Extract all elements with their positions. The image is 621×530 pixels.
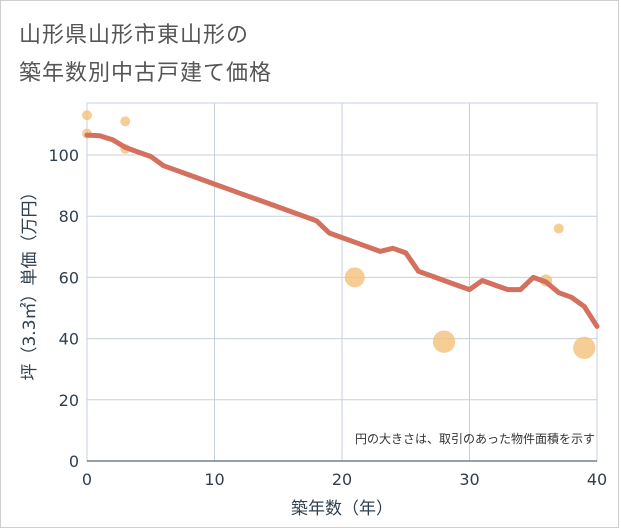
line-layer xyxy=(84,132,600,329)
x-tick-label: 0 xyxy=(82,470,92,489)
tick-labels: 0 10 20 30 40 0 20 40 60 80 100 xyxy=(48,146,607,489)
bubble-point xyxy=(120,116,131,127)
x-tick-label: 30 xyxy=(459,470,479,489)
y-tick-label: 80 xyxy=(59,207,79,226)
x-tick-label: 20 xyxy=(332,470,352,489)
bubble-point xyxy=(573,336,596,359)
bubble-size-note: 円の大きさは、取引のあった物件面積を示す xyxy=(355,431,595,446)
y-tick-label: 100 xyxy=(48,146,79,165)
bubble-point xyxy=(553,223,564,234)
y-axis-label: 坪（3.3㎡）単価（万円） xyxy=(20,183,40,380)
bubble-point xyxy=(82,110,92,121)
y-tick-label: 40 xyxy=(59,330,79,349)
y-tick-label: 0 xyxy=(69,452,79,471)
grid-lines xyxy=(87,103,597,462)
y-tick-label: 60 xyxy=(59,268,79,287)
chart-title-line-2: 築年数別中古戸建て価格 xyxy=(19,61,273,86)
bubble-point xyxy=(432,330,456,353)
price-trend-line xyxy=(84,132,600,329)
bubble-point xyxy=(344,267,365,288)
x-axis-label: 築年数（年） xyxy=(291,499,393,519)
chart-title-line-1: 山形県山形市東山形の xyxy=(19,23,250,48)
x-tick-label: 10 xyxy=(204,470,224,489)
y-tick-label: 20 xyxy=(59,391,79,410)
x-tick-label: 40 xyxy=(587,470,607,489)
